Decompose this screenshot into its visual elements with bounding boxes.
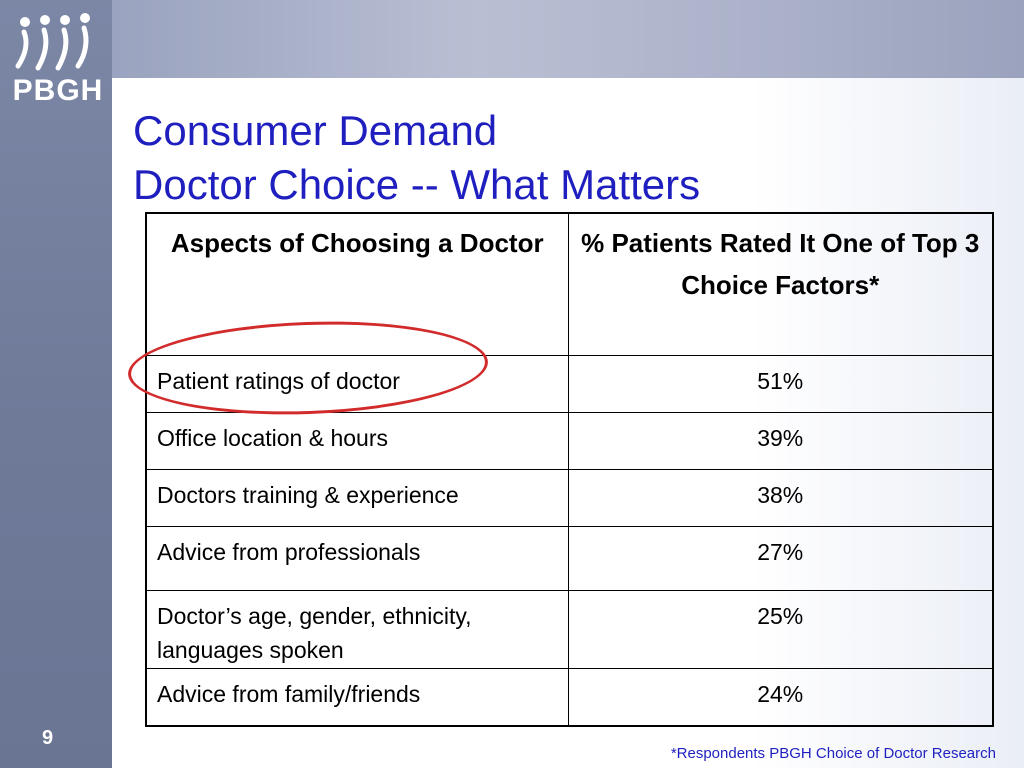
percent-cell: 38% bbox=[567, 468, 994, 527]
page-title-line2: Doctor Choice -- What Matters bbox=[133, 161, 701, 208]
top-banner bbox=[112, 0, 1024, 78]
aspect-cell: Office location & hours bbox=[145, 411, 569, 470]
aspect-cell: Doctors training & experience bbox=[145, 468, 569, 527]
aspect-cell: Doctor’s age, gender, ethnicity, languag… bbox=[145, 589, 569, 669]
aspect-cell: Advice from family/friends bbox=[145, 667, 569, 727]
aspect-cell: Advice from professionals bbox=[145, 525, 569, 591]
table-row: Office location & hours 39% bbox=[145, 411, 994, 470]
table-row: Advice from professionals 27% bbox=[145, 525, 994, 591]
footnote: *Respondents PBGH Choice of Doctor Resea… bbox=[670, 745, 996, 762]
percent-cell: 24% bbox=[567, 667, 994, 727]
table-row: Patient ratings of doctor 51% bbox=[145, 354, 994, 413]
percent-cell: 51% bbox=[567, 354, 994, 413]
table-row: Advice from family/friends 24% bbox=[145, 667, 994, 727]
aspect-cell: Patient ratings of doctor bbox=[145, 354, 569, 413]
logo-text: PBGH bbox=[12, 74, 104, 107]
page-number: 9 bbox=[42, 727, 54, 749]
percent-cell: 39% bbox=[567, 411, 994, 470]
table-row: Doctors training & experience 38% bbox=[145, 468, 994, 527]
percent-cell: 27% bbox=[567, 525, 994, 591]
pbgh-logo: PBGH bbox=[6, 10, 106, 107]
sidebar-band bbox=[0, 0, 112, 768]
table-header-row: Aspects of Choosing a Doctor % Patients … bbox=[145, 212, 994, 356]
doctor-choice-table: Aspects of Choosing a Doctor % Patients … bbox=[145, 212, 994, 727]
people-figures-icon bbox=[15, 13, 90, 71]
column-header-percent: % Patients Rated It One of Top 3 Choice … bbox=[567, 212, 994, 356]
column-header-aspect: Aspects of Choosing a Doctor bbox=[145, 212, 569, 356]
percent-cell: 25% bbox=[567, 589, 994, 669]
table-row: Doctor’s age, gender, ethnicity, languag… bbox=[145, 589, 994, 669]
page-title-line1: Consumer Demand bbox=[133, 107, 498, 154]
